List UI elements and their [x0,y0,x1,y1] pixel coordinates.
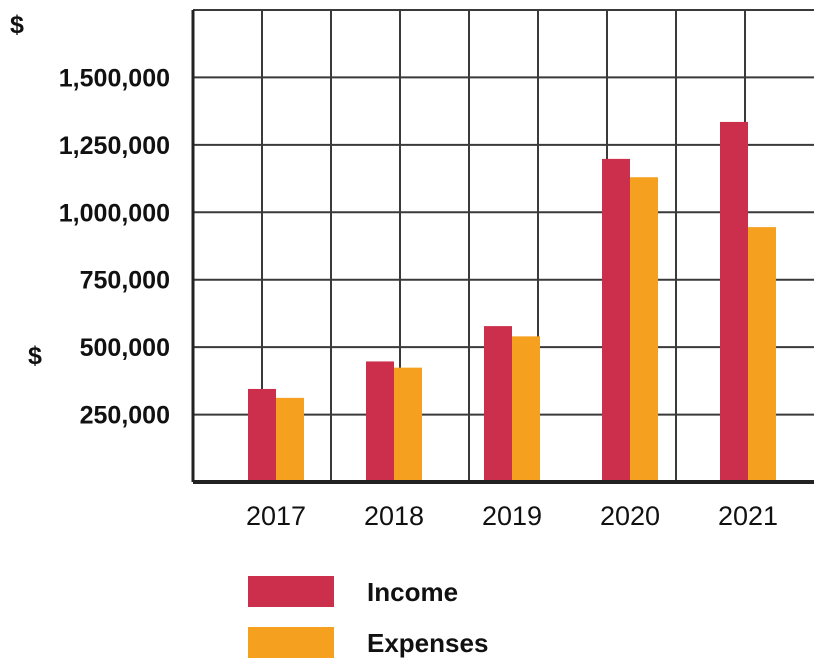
bar-income-2018 [366,361,394,482]
legend-swatch-income [248,576,334,607]
bar-income-2017 [248,388,276,482]
bar-expenses-2020 [630,177,658,483]
bar-income-2020 [602,158,630,483]
x-tick-label-2019: 2019 [482,501,542,531]
x-tick-label-2018: 2018 [364,501,424,531]
y-currency-marker: $ [28,342,42,370]
legend-label-income: Income [367,577,458,607]
y-tick-label: 250,000 [80,402,170,430]
chart-bars [248,121,776,483]
y-tick-label: 1,000,000 [59,199,170,227]
bar-income-2019 [484,326,512,482]
bar-expenses-2017 [276,397,304,482]
chart-axes [191,10,814,484]
y-tick-label: 1,500,000 [59,64,170,92]
x-tick-label-2021: 2021 [718,501,778,531]
x-tick-labels: 2017 2018 2019 2020 2021 [246,501,778,531]
y-tick-label: 1,250,000 [59,132,170,160]
y-tick-label: 750,000 [80,267,170,295]
y-axis-title: $ [10,11,24,39]
bar-expenses-2019 [512,336,540,482]
chart-legend: Income Expenses [248,576,488,658]
legend-swatch-expenses [248,627,334,658]
legend-label-expenses: Expenses [367,628,488,658]
bar-expenses-2021 [748,227,776,482]
y-tick-labels: 250,000 500,000 750,000 1,000,000 1,250,000 1… [59,64,170,429]
bar-income-2021 [720,121,748,482]
x-tick-label-2017: 2017 [246,501,306,531]
bar-expenses-2018 [394,367,422,482]
y-tick-label: 500,000 [80,334,170,362]
x-tick-label-2020: 2020 [600,501,660,531]
